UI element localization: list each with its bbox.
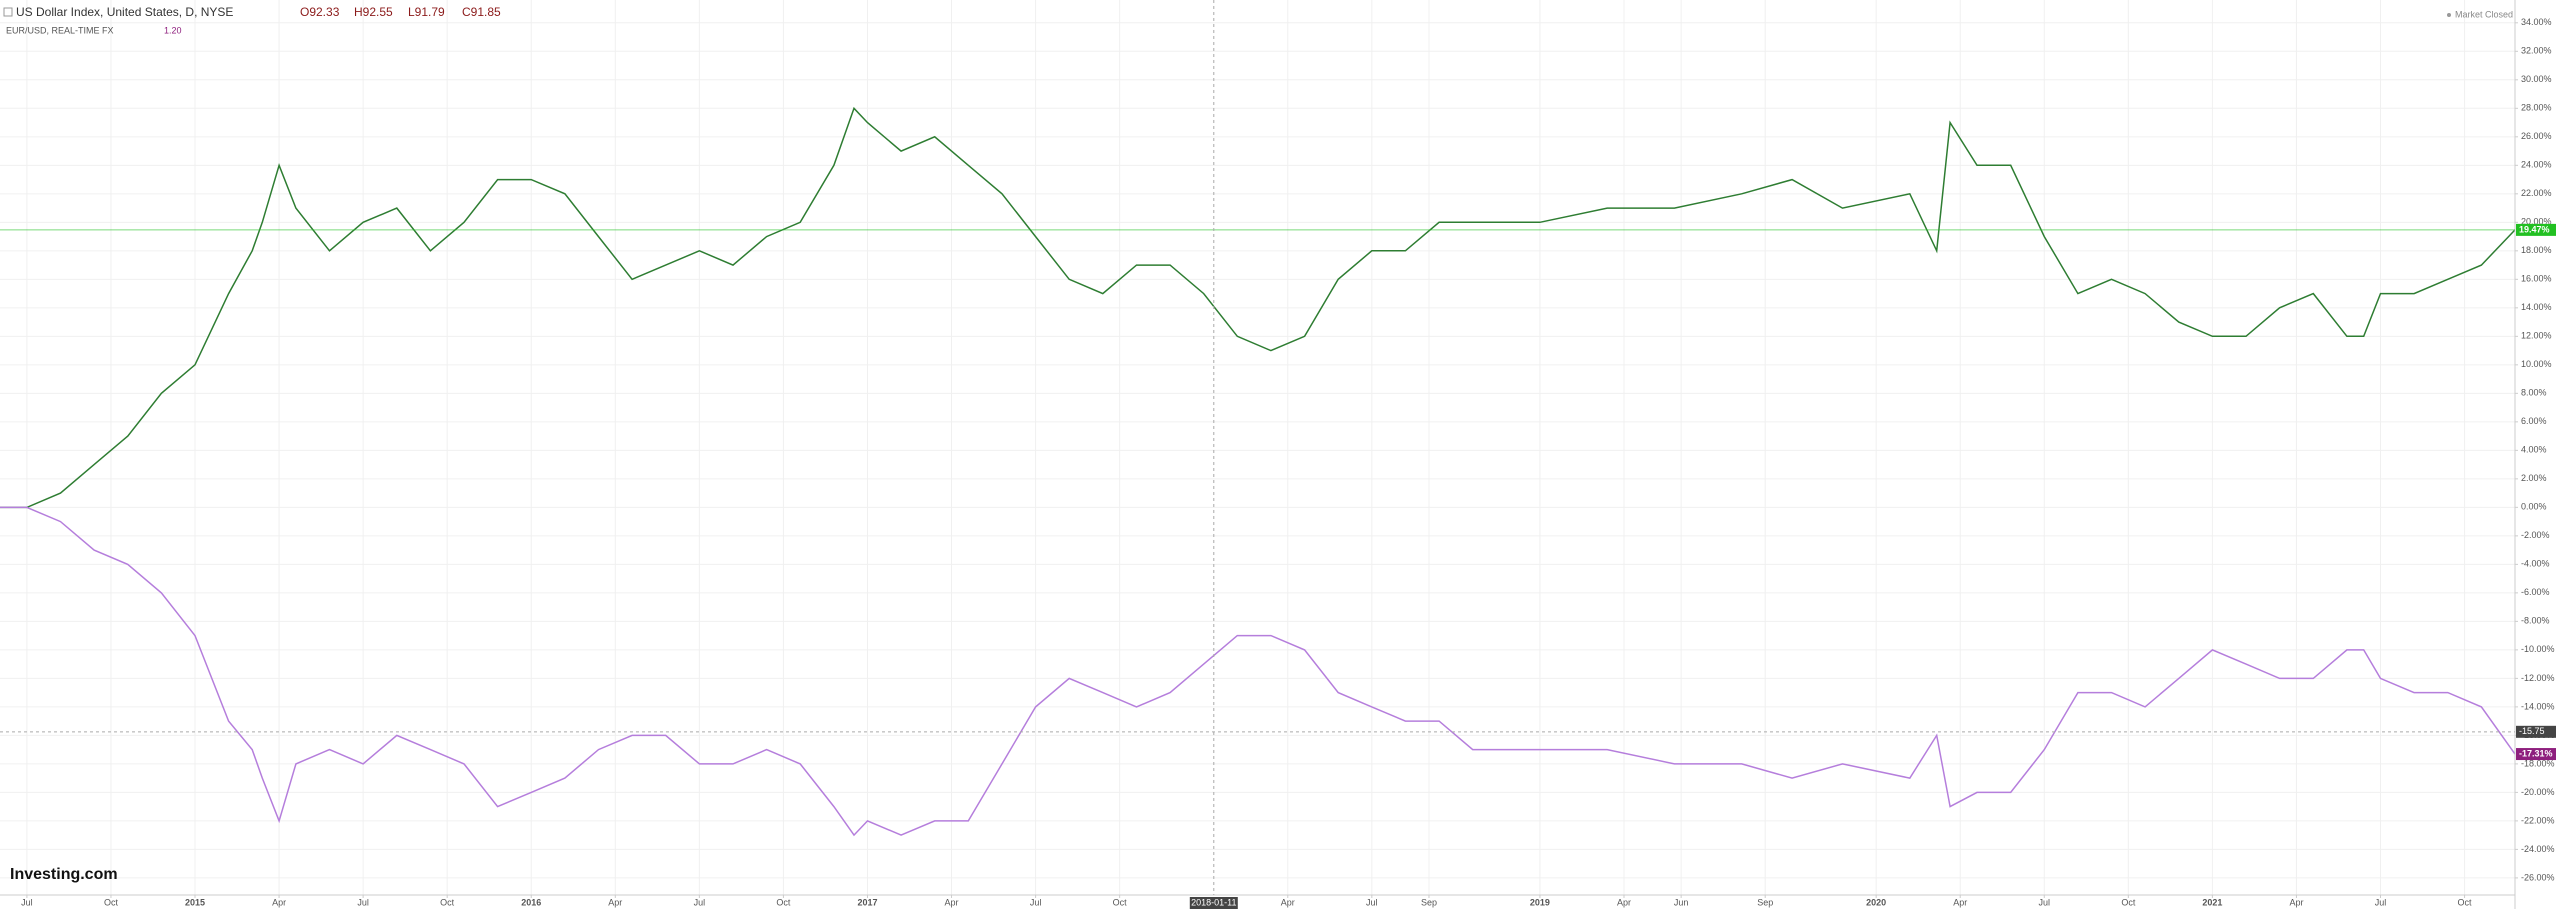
x-tick-label: Apr	[608, 897, 622, 907]
crosshair-x-badge	[1189, 897, 1238, 909]
x-tick-label: Jul	[21, 897, 33, 907]
x-tick-label: Jul	[2039, 897, 2051, 907]
x-tick-label: Jul	[357, 897, 369, 907]
legend-toggle[interactable]	[3, 7, 13, 17]
y-tick-label: -12.00%	[2521, 673, 2555, 683]
x-tick-label: Apr	[1281, 897, 1295, 907]
x-tick-label: Jul	[1030, 897, 1042, 907]
last-value-badge	[2516, 748, 2556, 761]
x-tick-label: Apr	[1953, 897, 1967, 907]
x-tick-label: Oct	[2458, 897, 2473, 907]
y-tick-label: -2.00%	[2521, 530, 2550, 540]
y-tick-label: 10.00%	[2521, 359, 2552, 369]
y-tick-label: -14.00%	[2521, 701, 2555, 711]
x-tick-label: Oct	[2121, 897, 2136, 907]
y-tick-label: 26.00%	[2521, 131, 2552, 141]
x-tick-label: Jul	[694, 897, 706, 907]
y-tick-label: 30.00%	[2521, 74, 2552, 84]
y-tick-label: 24.00%	[2521, 160, 2552, 170]
y-tick-label: 14.00%	[2521, 302, 2552, 312]
x-tick-label: Sep	[1757, 897, 1773, 907]
y-tick-label: 18.00%	[2521, 245, 2552, 255]
series-value-2: 1.20	[164, 25, 182, 35]
y-tick-label: 16.00%	[2521, 274, 2552, 284]
marks	[0, 106, 2516, 837]
y-tick-label: -6.00%	[2521, 587, 2550, 597]
crosshair-y-label: -15.75	[2519, 726, 2545, 736]
series-title: US Dollar Index, United States, D, NYSE	[16, 5, 233, 19]
x-tick-label: Sep	[1421, 897, 1437, 907]
series-line	[0, 106, 2516, 509]
series-title-2: EUR/USD, REAL-TIME FX	[6, 25, 114, 35]
y-tick-label: -24.00%	[2521, 844, 2555, 854]
y-tick-label: 4.00%	[2521, 445, 2547, 455]
y-tick-label: 12.00%	[2521, 331, 2552, 341]
x-tick-label: Oct	[104, 897, 119, 907]
y-tick-label: 2.00%	[2521, 473, 2547, 483]
y-tick-label: -18.00%	[2521, 758, 2555, 768]
x-tick-label: Oct	[1113, 897, 1128, 907]
y-tick-label: 0.00%	[2521, 502, 2547, 512]
x-tick-label: 2019	[1530, 897, 1550, 907]
x-tick-label: 2020	[1866, 897, 1886, 907]
x-tick-label: Jul	[2375, 897, 2387, 907]
y-tick-label: -4.00%	[2521, 559, 2550, 569]
x-tick-label: 2021	[2202, 897, 2222, 907]
x-tick-label: 2015	[185, 897, 205, 907]
last-value-badge	[2516, 223, 2556, 236]
crosshair-y-badge	[2516, 725, 2556, 738]
y-tick-label: 22.00%	[2521, 188, 2552, 198]
last-value-label: -17.31%	[2519, 748, 2553, 758]
y-tick-label: 8.00%	[2521, 388, 2547, 398]
x-tick-label: Jul	[1366, 897, 1378, 907]
y-tick-label: -22.00%	[2521, 815, 2555, 825]
ohlc-low: L91.79	[408, 5, 445, 19]
ohlc-open: O92.33	[300, 5, 340, 19]
x-tick-label: Apr	[272, 897, 286, 907]
x-tick-label: 2016	[521, 897, 541, 907]
market-status: Market Closed	[2455, 9, 2513, 19]
y-tick-label: 28.00%	[2521, 103, 2552, 113]
y-tick-label: -10.00%	[2521, 644, 2555, 654]
x-tick-label: Oct	[776, 897, 791, 907]
y-tick-label: -20.00%	[2521, 787, 2555, 797]
x-tick-label: Oct	[440, 897, 455, 907]
x-tick-label: Apr	[1617, 897, 1631, 907]
x-tick-label: Apr	[2289, 897, 2303, 907]
crosshair-x-label: 2018-01-11	[1191, 897, 1236, 907]
x-tick-label: Jun	[1674, 897, 1689, 907]
ohlc-high: H92.55	[354, 5, 393, 19]
status-dot	[2447, 13, 2451, 17]
logo: Investing.com	[10, 866, 118, 883]
y-tick-label: 6.00%	[2521, 416, 2547, 426]
y-tick-label: -8.00%	[2521, 616, 2550, 626]
x-tick-label: 2017	[857, 897, 877, 907]
ohlc-close: C91.85	[462, 5, 501, 19]
x-tick-label: Apr	[945, 897, 959, 907]
last-value-label: 19.47%	[2519, 224, 2550, 234]
y-tick-label: 34.00%	[2521, 17, 2552, 27]
y-tick-label: -26.00%	[2521, 872, 2555, 882]
y-tick-label: 20.00%	[2521, 217, 2552, 227]
series-line	[0, 506, 2516, 837]
y-tick-label: 32.00%	[2521, 46, 2552, 56]
grid	[0, 0, 2515, 895]
